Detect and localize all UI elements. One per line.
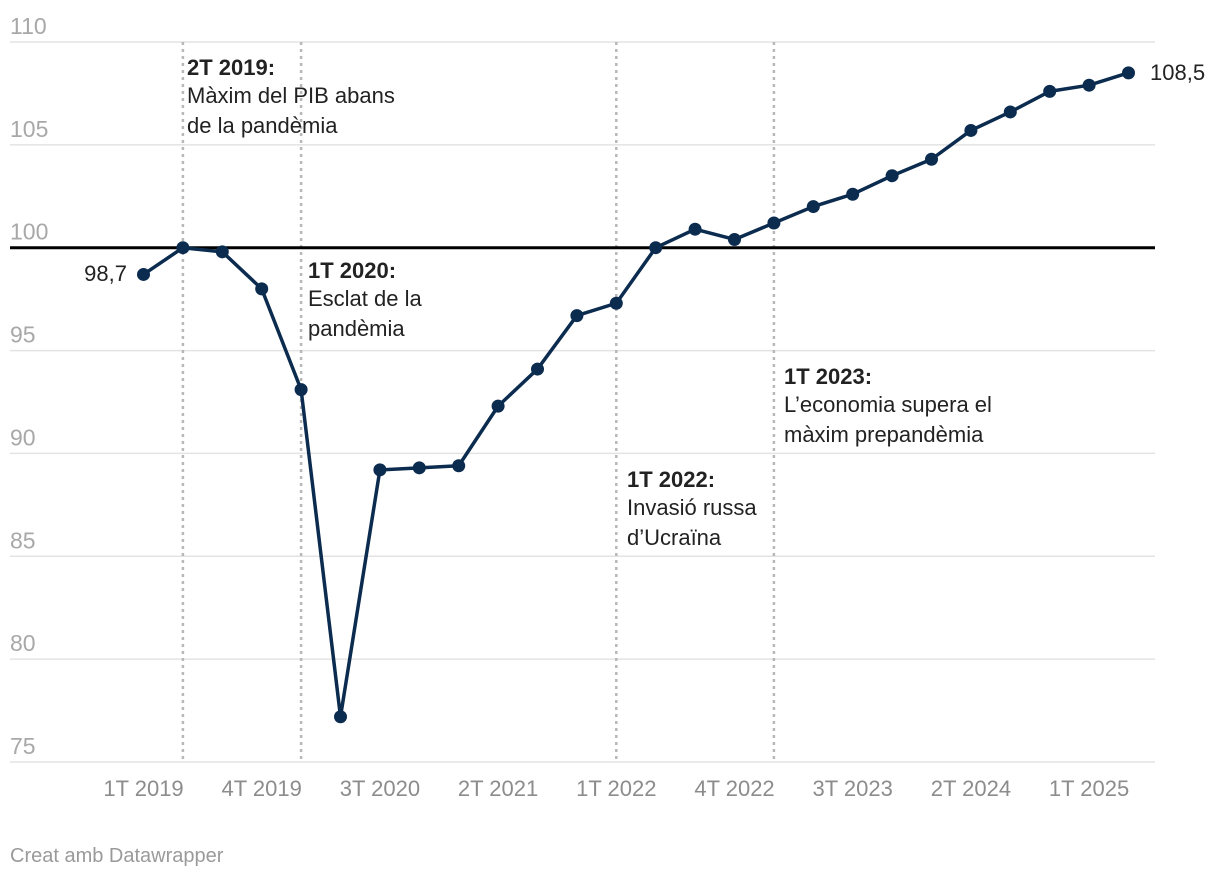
x-axis: 1T 2019 4T 2019 3T 2020 2T 2021 1T 2022 4T 20… xyxy=(103,776,1129,801)
start-value-label: 98,7 xyxy=(84,261,127,286)
data-point-1T-2019 xyxy=(137,267,150,281)
x-tick-label-3T-2023: 3T 2023 xyxy=(813,776,893,801)
data-point-3T-2019 xyxy=(215,245,229,259)
y-tick-label-110: 110 xyxy=(10,13,47,39)
y-tick-label-100: 100 xyxy=(10,219,48,245)
end-value-label: 108,5 xyxy=(1150,60,1205,85)
data-point-3T-2020 xyxy=(373,463,387,477)
data-point-4T-2019 xyxy=(255,282,269,296)
data-point-1T-2020 xyxy=(294,383,308,397)
data-point-3T-2021 xyxy=(531,362,544,376)
y-tick-label-105: 105 xyxy=(10,116,48,142)
data-point-4T-2021 xyxy=(570,309,584,323)
x-tick-label-4T-2019: 4T 2019 xyxy=(222,776,302,801)
data-point-1T-2021 xyxy=(452,459,466,473)
annotation-2019-q2: 2T 2019: Màxim del PIB abans de la pandè… xyxy=(187,55,401,138)
data-point-2T-2024 xyxy=(964,123,978,137)
data-point-2T-2022 xyxy=(649,241,663,255)
credit-text: Creat amb Datawrapper xyxy=(10,845,224,867)
data-point-4T-2024 xyxy=(1043,84,1057,98)
x-tick-label-2T-2024: 2T 2024 xyxy=(931,776,1011,801)
x-tick-label-2T-2021: 2T 2021 xyxy=(458,776,538,801)
x-tick-label-4T-2022: 4T 2022 xyxy=(694,776,774,801)
data-point-2T-2020 xyxy=(334,710,347,724)
y-tick-label-80: 80 xyxy=(10,630,36,656)
data-point-4T-2023 xyxy=(885,169,899,183)
x-tick-label-1T-2019: 1T 2019 xyxy=(103,776,183,801)
data-point-3T-2022 xyxy=(688,222,702,236)
annotation-2023-q1: 1T 2023: L’economia supera el màxim prep… xyxy=(784,364,998,447)
annotation-2020-q1: 1T 2020: Esclat de la pandèmia xyxy=(308,258,428,341)
y-tick-label-90: 90 xyxy=(10,424,36,450)
data-point-4T-2020 xyxy=(412,461,426,475)
data-point-1T-2025 xyxy=(1082,78,1096,92)
x-tick-label-1T-2022: 1T 2022 xyxy=(576,776,656,801)
y-tick-label-75: 75 xyxy=(10,733,36,759)
x-tick-label-1T-2025: 1T 2025 xyxy=(1049,776,1129,801)
series-line xyxy=(142,71,1130,719)
data-point-2T-2023 xyxy=(806,200,820,214)
data-point-3T-2024 xyxy=(1003,105,1017,119)
y-tick-label-85: 85 xyxy=(10,527,36,553)
annotation-lines xyxy=(181,42,776,762)
data-point-1T-2023 xyxy=(767,216,781,230)
data-point-3T-2023 xyxy=(846,187,860,201)
data-point-1T-2024 xyxy=(925,152,938,166)
annotation-2022-q1: 1T 2022: Invasió russa d’Ucraïna xyxy=(627,467,763,550)
data-point-4T-2022 xyxy=(728,232,741,246)
data-point-1T-2022 xyxy=(609,296,623,310)
data-point-2T-2025 xyxy=(1122,66,1135,80)
x-tick-label-3T-2020: 3T 2020 xyxy=(340,776,420,801)
series-gdp xyxy=(137,66,1135,724)
data-point-2T-2021 xyxy=(491,399,505,413)
data-point-2T-2019 xyxy=(176,241,190,255)
annotations: 2T 2019: Màxim del PIB abans de la pandè… xyxy=(187,55,998,550)
y-tick-label-95: 95 xyxy=(10,322,36,348)
gridlines xyxy=(10,41,1155,763)
y-axis: 75 80 85 90 95 100 105 110 xyxy=(10,13,48,759)
